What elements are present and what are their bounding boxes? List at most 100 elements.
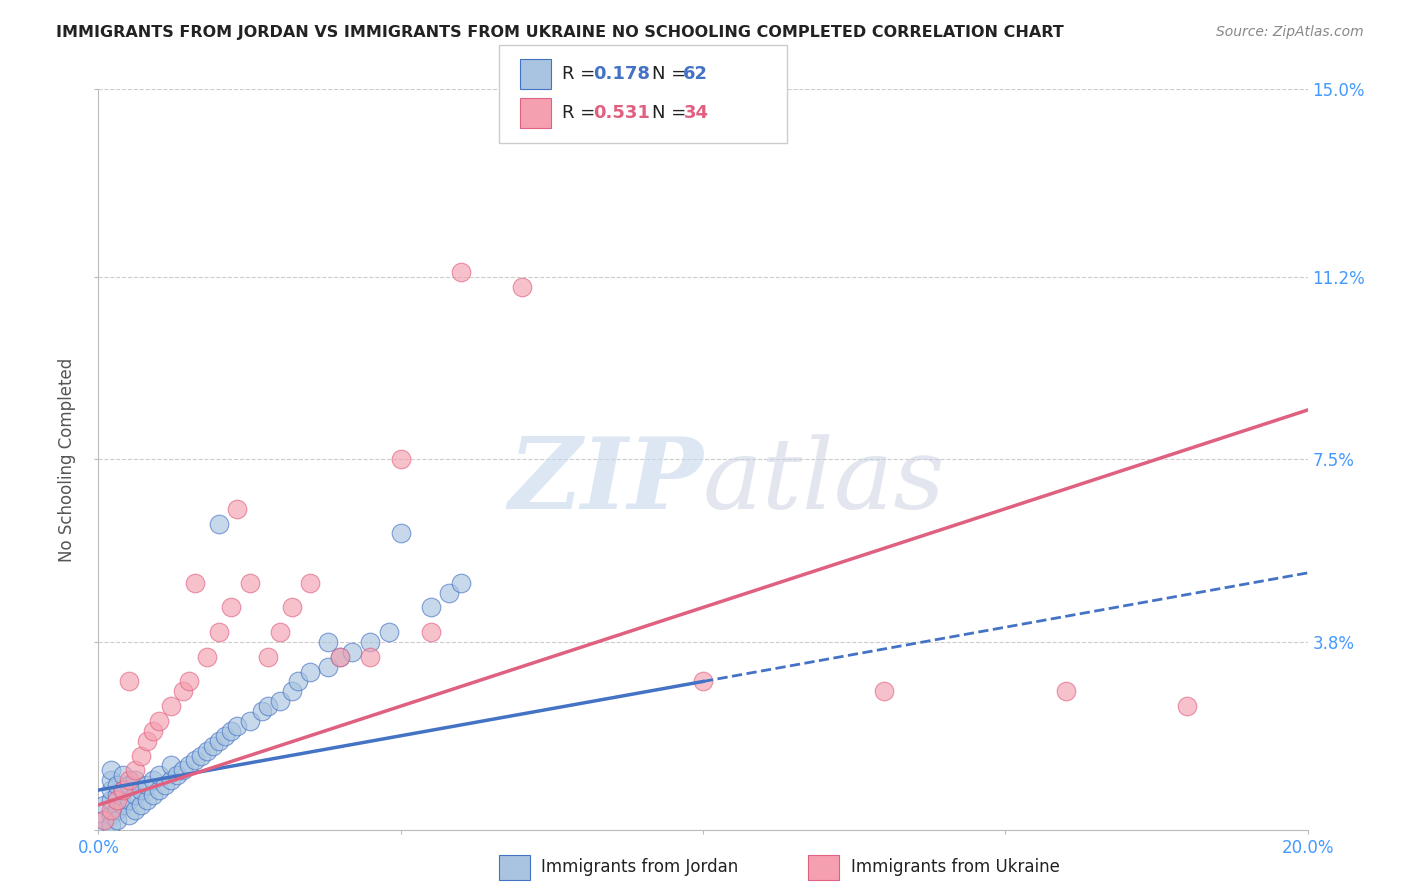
Point [692, 674, 714, 689]
Point [221, 600, 243, 615]
Point [208, 733, 231, 747]
Point [148, 783, 170, 797]
Point [329, 649, 352, 664]
Point [118, 793, 141, 807]
Point [281, 684, 304, 698]
Point [420, 600, 443, 615]
Point [160, 699, 183, 714]
Text: atlas: atlas [703, 434, 946, 529]
Point [256, 649, 278, 664]
Point [153, 778, 176, 792]
Point [179, 674, 201, 689]
Point [316, 635, 339, 649]
Point [195, 743, 218, 757]
Point [239, 714, 262, 728]
Point [172, 684, 194, 698]
Point [1175, 699, 1198, 714]
Point [389, 452, 412, 467]
Point [93, 813, 115, 827]
Text: R =: R = [562, 104, 602, 122]
Point [450, 265, 472, 279]
Point [148, 768, 170, 782]
Point [148, 714, 170, 728]
Point [166, 768, 188, 782]
Point [202, 739, 225, 753]
Point [100, 764, 122, 778]
Point [100, 803, 122, 817]
Point [135, 793, 157, 807]
Point [142, 723, 165, 738]
Point [142, 773, 165, 788]
Point [135, 778, 157, 792]
Point [420, 625, 443, 640]
Point [111, 768, 134, 782]
Point [214, 729, 236, 743]
Point [105, 803, 128, 817]
Text: 0.178: 0.178 [593, 65, 651, 83]
Point [269, 694, 291, 708]
Point [93, 797, 115, 812]
Point [129, 783, 152, 797]
Point [129, 748, 152, 763]
Text: Immigrants from Jordan: Immigrants from Jordan [541, 858, 738, 876]
Point [873, 684, 896, 698]
Point [124, 764, 146, 778]
Point [135, 733, 157, 747]
Point [184, 754, 207, 768]
Text: Immigrants from Ukraine: Immigrants from Ukraine [851, 858, 1060, 876]
Text: IMMIGRANTS FROM JORDAN VS IMMIGRANTS FROM UKRAINE NO SCHOOLING COMPLETED CORRELA: IMMIGRANTS FROM JORDAN VS IMMIGRANTS FRO… [56, 25, 1064, 40]
Point [208, 625, 231, 640]
Point [93, 822, 115, 837]
Point [100, 793, 122, 807]
Text: 0.531: 0.531 [593, 104, 650, 122]
Point [100, 807, 122, 822]
Point [316, 659, 339, 673]
Point [105, 778, 128, 792]
Point [256, 699, 278, 714]
Point [111, 783, 134, 797]
Point [93, 813, 115, 827]
Text: R =: R = [562, 65, 602, 83]
Point [190, 748, 212, 763]
Text: N =: N = [652, 104, 692, 122]
Point [437, 585, 460, 599]
Point [100, 817, 122, 831]
Text: 62: 62 [683, 65, 709, 83]
Point [239, 575, 262, 590]
Point [100, 773, 122, 788]
Point [195, 649, 218, 664]
Point [111, 783, 134, 797]
Point [360, 635, 382, 649]
Point [118, 773, 141, 788]
Point [342, 645, 364, 659]
Text: Source: ZipAtlas.com: Source: ZipAtlas.com [1216, 25, 1364, 39]
Point [172, 764, 194, 778]
Point [281, 600, 304, 615]
Point [124, 803, 146, 817]
Point [1054, 684, 1077, 698]
Point [221, 723, 243, 738]
Point [269, 625, 291, 640]
Point [226, 719, 249, 733]
Text: ZIP: ZIP [508, 434, 703, 530]
Point [105, 793, 128, 807]
Point [250, 704, 273, 718]
Point [377, 625, 399, 640]
Point [450, 575, 472, 590]
Point [129, 797, 152, 812]
Point [124, 773, 146, 788]
Point [208, 516, 231, 531]
Point [111, 797, 134, 812]
Point [226, 501, 249, 516]
Text: N =: N = [652, 65, 692, 83]
Point [184, 575, 207, 590]
Point [124, 788, 146, 802]
Point [118, 807, 141, 822]
Point [510, 279, 533, 293]
Text: 34: 34 [683, 104, 709, 122]
Point [299, 665, 322, 679]
Point [105, 813, 128, 827]
Point [160, 773, 183, 788]
Point [179, 758, 201, 772]
Y-axis label: No Schooling Completed: No Schooling Completed [58, 358, 76, 561]
